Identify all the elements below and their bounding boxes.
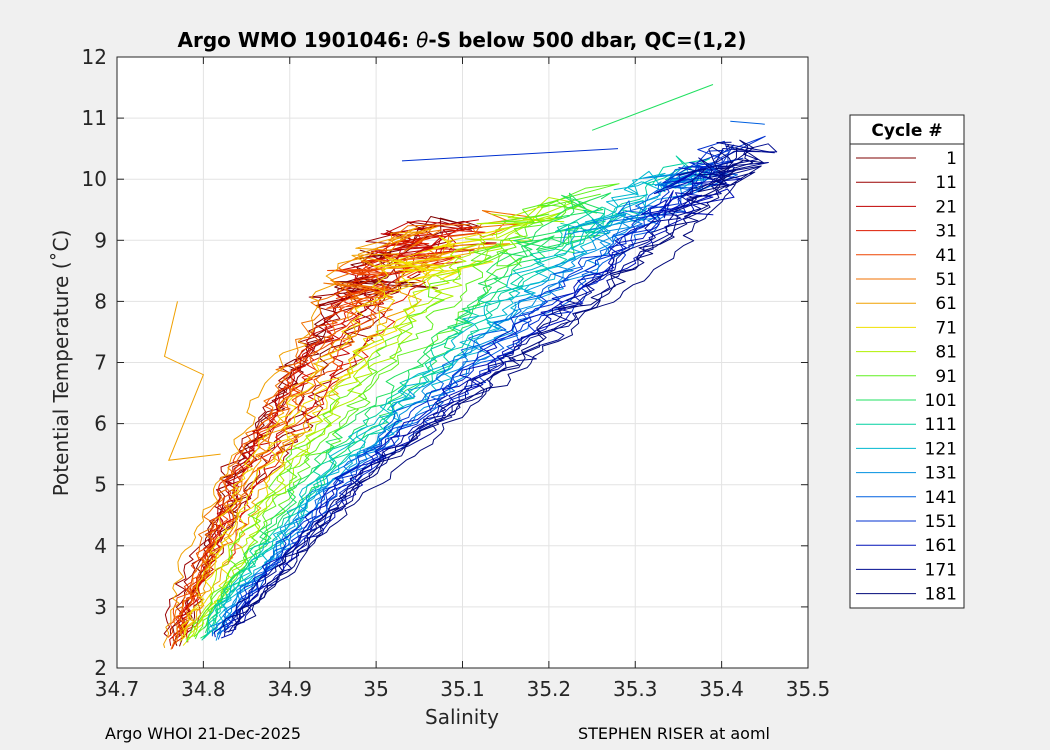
legend: Cycle # 11121314151617181911011111211311… (849, 114, 965, 609)
x-tick-label: 35.4 (699, 677, 744, 701)
legend-entry-label: 31 (935, 222, 957, 242)
x-tick-label: 35.2 (527, 677, 572, 701)
x-tick-label: 35.3 (613, 677, 658, 701)
legend-box (849, 114, 965, 609)
profile-series (163, 84, 778, 650)
legend-entry-label: 111 (925, 415, 957, 435)
profile-line-cycle-183 (236, 165, 762, 626)
chart-title-theta: θ (416, 28, 428, 52)
x-tick-label: 35.5 (786, 677, 831, 701)
legend-entry-label: 1 (946, 149, 957, 169)
y-tick-label: 8 (94, 289, 107, 313)
excursion-line-cycle-61 (163, 301, 221, 461)
profile-line-cycle-151 (225, 140, 730, 628)
legend-title: Cycle # (871, 121, 942, 141)
y-tick-label: 4 (94, 534, 107, 558)
chart-title-suffix: -S below 500 dbar, QC=(1,2) (428, 28, 746, 52)
footer-right-credit: STEPHEN RISER at aoml (578, 724, 770, 743)
y-tick-label: 7 (94, 351, 107, 375)
y-tick-label: 9 (94, 228, 107, 252)
profile-line-cycle-174 (233, 141, 778, 628)
profile-line-cycle-37 (186, 254, 463, 643)
axis-ticks: 34.7 34.8 34.9 35 35.1 35.2 35.3 35.4 35.5 2 3 4 5 6 7… (82, 45, 831, 701)
legend-entry-label: 121 (925, 439, 957, 459)
legend-entry-label: 101 (925, 391, 957, 411)
chart-title: Argo WMO 1901046: θ-S below 500 dbar, QC… (178, 28, 747, 52)
legend-entry-label: 91 (935, 367, 957, 387)
legend-entry-label: 51 (935, 270, 957, 290)
excursion-line-cycle-141 (730, 120, 765, 125)
legend-entry-label: 151 (925, 512, 957, 532)
legend-entry-label: 21 (935, 197, 957, 217)
y-axis-label: Potential Temperature (˚C) (49, 230, 73, 497)
footer-left-credit: Argo WHOI 21-Dec-2025 (105, 724, 302, 743)
legend-entry-label: 41 (935, 246, 957, 266)
profile-line-cycle-101 (203, 192, 612, 629)
legend-entry-label: 61 (935, 294, 957, 314)
legend-entry-label: 171 (925, 560, 957, 580)
legend-entries: 1112131415161718191101111121131141151161… (856, 149, 957, 605)
y-tick-label: 12 (82, 45, 107, 69)
profile-line-cycle-114 (201, 206, 642, 641)
legend-entry-label: 71 (935, 318, 957, 338)
profile-line-cycle-124 (214, 168, 713, 632)
profile-line-cycle-111 (212, 209, 624, 630)
profile-line-cycle-51 (170, 224, 471, 650)
profile-line-cycle-17 (163, 283, 388, 638)
profile-line-cycle-97 (194, 243, 523, 640)
y-tick-label: 6 (94, 412, 107, 436)
x-tick-label: 35.1 (440, 677, 485, 701)
legend-entry-label: 131 (925, 464, 957, 484)
legend-entry-label: 181 (925, 585, 957, 605)
legend-entry-label: 141 (925, 488, 957, 508)
x-tick-label: 34.8 (181, 677, 226, 701)
profile-line-cycle-94 (193, 183, 620, 638)
profile-line-cycle-171 (224, 161, 761, 633)
chart-title-prefix: Argo WMO 1901046: (178, 28, 417, 52)
x-tick-label: 35 (363, 677, 388, 701)
y-tick-label: 10 (82, 167, 107, 191)
legend-entry-label: 161 (925, 536, 957, 556)
x-axis-label: Salinity (425, 705, 499, 729)
profile-line-cycle-61 (163, 226, 438, 649)
y-tick-label: 3 (94, 595, 107, 619)
y-tick-label: 2 (94, 656, 107, 680)
x-tick-label: 34.7 (95, 677, 140, 701)
excursion-line-cycle-151 (401, 148, 619, 162)
profile-line-cycle-185 (228, 146, 744, 633)
profile-line-cycle-177 (222, 157, 769, 637)
profile-line-cycle-81 (186, 211, 565, 642)
profile-line-cycle-67 (184, 243, 511, 634)
profile-line-cycle-71 (180, 226, 513, 639)
profile-line-cycle-181 (233, 139, 764, 627)
profile-line-cycle-64 (180, 253, 427, 639)
excursion-line-cycle-101 (591, 84, 714, 131)
legend-entry-label: 11 (935, 173, 957, 193)
x-tick-label: 34.9 (267, 677, 312, 701)
y-tick-label: 11 (82, 106, 107, 130)
y-tick-label: 5 (94, 473, 107, 497)
profile-line-cycle-147 (211, 161, 716, 637)
legend-entry-label: 81 (935, 343, 957, 363)
profile-line-cycle-74 (179, 254, 461, 642)
